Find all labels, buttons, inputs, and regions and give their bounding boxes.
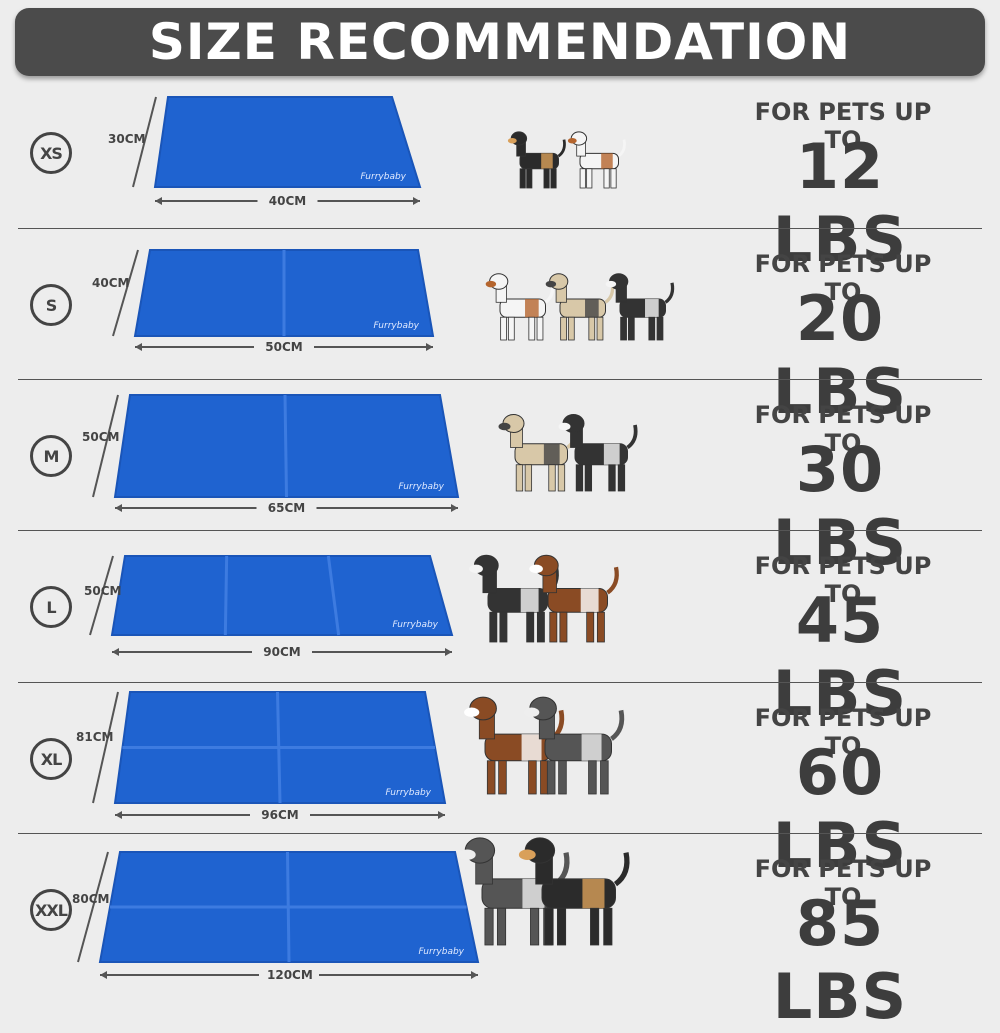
mat-height-label: 50CM — [82, 430, 120, 444]
size-badge-xl: XL — [30, 738, 72, 780]
row-divider — [18, 682, 982, 683]
size-badge-m: M — [30, 435, 72, 477]
for-pets-label: FOR PETS UP TO — [754, 552, 932, 608]
weight-limit: 30 LBS — [772, 433, 908, 579]
mat-height-label: 50CM — [84, 584, 122, 598]
size-badge-l: L — [30, 586, 72, 628]
cooling-mat-l: Furrybaby — [110, 555, 454, 636]
row-divider — [18, 379, 982, 380]
weight-limit: 12 LBS — [772, 130, 908, 276]
weight-limit: 60 LBS — [772, 736, 908, 882]
page-title: SIZE RECOMMENDATION — [148, 13, 852, 71]
dog-illustration — [469, 554, 619, 643]
brand-logo: Furrybaby — [373, 321, 419, 331]
dog-illustration — [498, 414, 638, 492]
mat-height-label: 30CM — [108, 132, 146, 146]
brand-logo: Furrybaby — [392, 620, 438, 630]
mat-seam — [283, 394, 288, 498]
cooling-mat-xs: Furrybaby — [153, 96, 422, 188]
cooling-mat-m: Furrybaby — [113, 394, 460, 498]
mat-height-label: 80CM — [72, 892, 110, 906]
row-divider — [18, 833, 982, 834]
weight-limit: 20 LBS — [772, 282, 908, 428]
for-pets-label: FOR PETS UP TO — [754, 401, 932, 457]
mat-width-label: 120CM — [267, 968, 313, 982]
brand-logo: Furrybaby — [398, 482, 444, 492]
title-banner: SIZE RECOMMENDATION — [15, 8, 985, 76]
dog-illustration — [464, 696, 625, 795]
height-arrow — [92, 394, 119, 498]
mat-seam — [326, 555, 341, 636]
dog-illustration — [507, 131, 626, 189]
height-arrow — [92, 691, 119, 804]
for-pets-label: FOR PETS UP TO — [754, 98, 932, 154]
row-divider — [18, 530, 982, 531]
mat-width-label: 40CM — [268, 194, 307, 208]
cooling-mat-s: Furrybaby — [133, 249, 435, 337]
size-badge-xs: XS — [30, 132, 72, 174]
mat-illustrations: Furrybaby Furrybaby Furrybaby Furrybaby Furr… — [77, 96, 675, 979]
mat-width-label: 50CM — [265, 340, 303, 354]
mat-width-label: 65CM — [267, 501, 306, 515]
height-arrow — [77, 851, 109, 963]
for-pets-label: FOR PETS UP TO — [754, 704, 932, 760]
brand-logo: Furrybaby — [385, 788, 431, 798]
weight-limit: 45 LBS — [772, 584, 908, 730]
mat-width-label: 90CM — [263, 645, 301, 659]
for-pets-label: FOR PETS UP TO — [754, 855, 932, 911]
height-arrow — [132, 96, 157, 188]
size-badge-s: S — [30, 284, 72, 326]
dog-illustration — [485, 273, 675, 341]
mat-height-label: 40CM — [92, 276, 130, 290]
cooling-mat-xxl: Furrybaby — [98, 851, 480, 963]
row-divider — [18, 228, 982, 229]
height-arrow — [89, 555, 114, 636]
brand-logo: Furrybaby — [360, 172, 406, 182]
size-badge-xxl: XXL — [30, 889, 72, 931]
mat-seam — [223, 555, 229, 636]
dog-illustration — [458, 837, 630, 946]
weight-limit: 85 LBS — [772, 887, 908, 1033]
height-arrow — [112, 249, 139, 337]
mat-width-label: 96CM — [261, 808, 299, 822]
brand-logo: Furrybaby — [418, 947, 464, 957]
for-pets-label: FOR PETS UP TO — [754, 250, 932, 306]
cooling-mat-xl: Furrybaby — [113, 691, 447, 804]
mat-height-label: 81CM — [76, 730, 114, 744]
